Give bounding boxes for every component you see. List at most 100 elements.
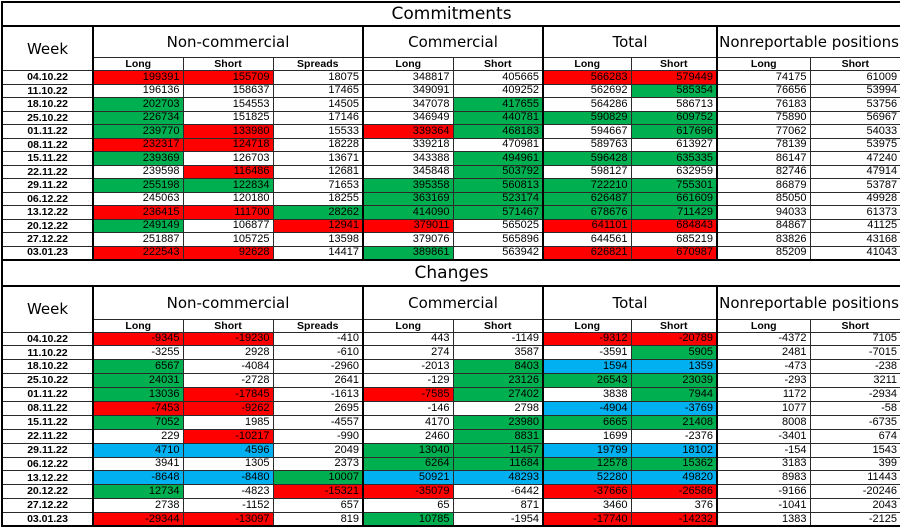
value-cell: -1041 <box>716 498 811 514</box>
value-cell: 617696 <box>630 124 718 139</box>
value-cell: 13036 <box>92 387 184 402</box>
value-cell: -4372 <box>716 331 811 347</box>
value-cell: 126703 <box>182 151 274 166</box>
value-cell: 4170 <box>362 414 454 430</box>
value-cell: 409252 <box>452 83 544 98</box>
value-cell: -129 <box>362 373 454 389</box>
week-cell: 01.11.22 <box>1 124 94 139</box>
value-cell: 19799 <box>542 442 632 458</box>
table-row: 20.12.22 12734 -4823 -15321 -35079 -6442 -3766… <box>1 484 900 500</box>
value-cell: 711429 <box>630 205 718 220</box>
col-header: Long <box>716 318 811 333</box>
value-cell: 379011 <box>362 218 454 233</box>
value-cell: 11684 <box>452 456 544 472</box>
value-cell: 5905 <box>630 345 718 361</box>
value-cell: 249149 <box>92 218 184 233</box>
col-header: Long <box>362 57 454 71</box>
value-cell: 78139 <box>716 137 811 152</box>
group-commercial: Commercial <box>362 285 544 320</box>
value-cell: 564286 <box>542 97 632 112</box>
value-cell: 94033 <box>716 205 811 220</box>
week-cell: 15.11.22 <box>1 414 94 430</box>
commitments-table: Commitments Week Non-commercial Commerci… <box>1 1 900 261</box>
table-row: 22.11.22 239598 116486 12681 345848 503792 598… <box>1 164 900 179</box>
value-cell: 48293 <box>452 470 544 486</box>
value-cell: 43168 <box>809 232 900 247</box>
value-cell: 1543 <box>809 442 900 458</box>
value-cell: -15321 <box>272 484 364 500</box>
value-cell: 3183 <box>716 456 811 472</box>
value-cell: 76183 <box>716 97 811 112</box>
value-cell: 8008 <box>716 414 811 430</box>
value-cell: 3587 <box>452 345 544 361</box>
value-cell: 2695 <box>272 400 364 416</box>
value-cell: 151825 <box>182 110 274 125</box>
value-cell: 722210 <box>542 178 632 193</box>
value-cell: 2928 <box>182 345 274 361</box>
value-cell: -4823 <box>182 484 274 500</box>
value-cell: 50921 <box>362 470 454 486</box>
value-cell: -17740 <box>542 512 632 527</box>
value-cell: 14417 <box>272 245 364 260</box>
value-cell: 24031 <box>92 373 184 389</box>
table-title: Changes <box>1 259 900 287</box>
value-cell: 11443 <box>809 470 900 486</box>
value-cell: 8403 <box>452 359 544 375</box>
value-cell: 199391 <box>92 70 184 85</box>
value-cell: 346949 <box>362 110 454 125</box>
value-cell: 239598 <box>92 164 184 179</box>
value-cell: -3401 <box>716 428 811 444</box>
value-cell: 239770 <box>92 124 184 139</box>
value-cell: -3769 <box>630 400 718 416</box>
value-cell: 84867 <box>716 218 811 233</box>
value-cell: 18228 <box>272 137 364 152</box>
value-cell: 10007 <box>272 470 364 486</box>
value-cell: 1594 <box>542 359 632 375</box>
value-cell: 470981 <box>452 137 544 152</box>
value-cell: 589763 <box>542 137 632 152</box>
value-cell: 590829 <box>542 110 632 125</box>
value-cell: 563942 <box>452 245 544 260</box>
value-cell: 74175 <box>716 70 811 85</box>
value-cell: 23039 <box>630 373 718 389</box>
value-cell: 684843 <box>630 218 718 233</box>
value-cell: 61009 <box>809 70 900 85</box>
value-cell: 585354 <box>630 83 718 98</box>
value-cell: -8648 <box>92 470 184 486</box>
week-cell: 27.12.22 <box>1 232 94 247</box>
value-cell: -2728 <box>182 373 274 389</box>
value-cell: 47914 <box>809 164 900 179</box>
value-cell: 245063 <box>92 191 184 206</box>
week-cell: 20.12.22 <box>1 218 94 233</box>
week-header: Week <box>1 285 94 333</box>
value-cell: 871 <box>452 498 544 514</box>
value-cell: 83826 <box>716 232 811 247</box>
value-cell: -17845 <box>182 387 274 402</box>
group-commercial: Commercial <box>362 25 544 58</box>
value-cell: 379076 <box>362 232 454 247</box>
week-cell: 06.12.22 <box>1 456 94 472</box>
value-cell: -473 <box>716 359 811 375</box>
value-cell: 641101 <box>542 218 632 233</box>
value-cell: -4904 <box>542 400 632 416</box>
value-cell: -58 <box>809 400 900 416</box>
week-header: Week <box>1 25 94 71</box>
group-nonreportable: Nonreportable positions <box>715 25 900 58</box>
value-cell: 678676 <box>542 205 632 220</box>
value-cell: -7585 <box>362 387 454 402</box>
value-cell: 26543 <box>542 373 632 389</box>
value-cell: 635335 <box>630 151 718 166</box>
table-row: 29.11.22 255198 122834 71653 395358 560813 722… <box>1 178 900 193</box>
week-cell: 29.11.22 <box>1 442 94 458</box>
value-cell: -9345 <box>92 331 184 347</box>
value-cell: 65 <box>362 498 454 514</box>
value-cell: 468183 <box>452 124 544 139</box>
value-cell: 7052 <box>92 414 184 430</box>
value-cell: -1149 <box>452 331 544 347</box>
week-cell: 20.12.22 <box>1 484 94 500</box>
table-row: 27.12.22 2738 -1152 657 65 871 3460 376 -1041 204… <box>1 498 900 514</box>
value-cell: 52280 <box>542 470 632 486</box>
value-cell: 1305 <box>182 456 274 472</box>
week-cell: 04.10.22 <box>1 331 94 347</box>
value-cell: -6735 <box>809 414 900 430</box>
